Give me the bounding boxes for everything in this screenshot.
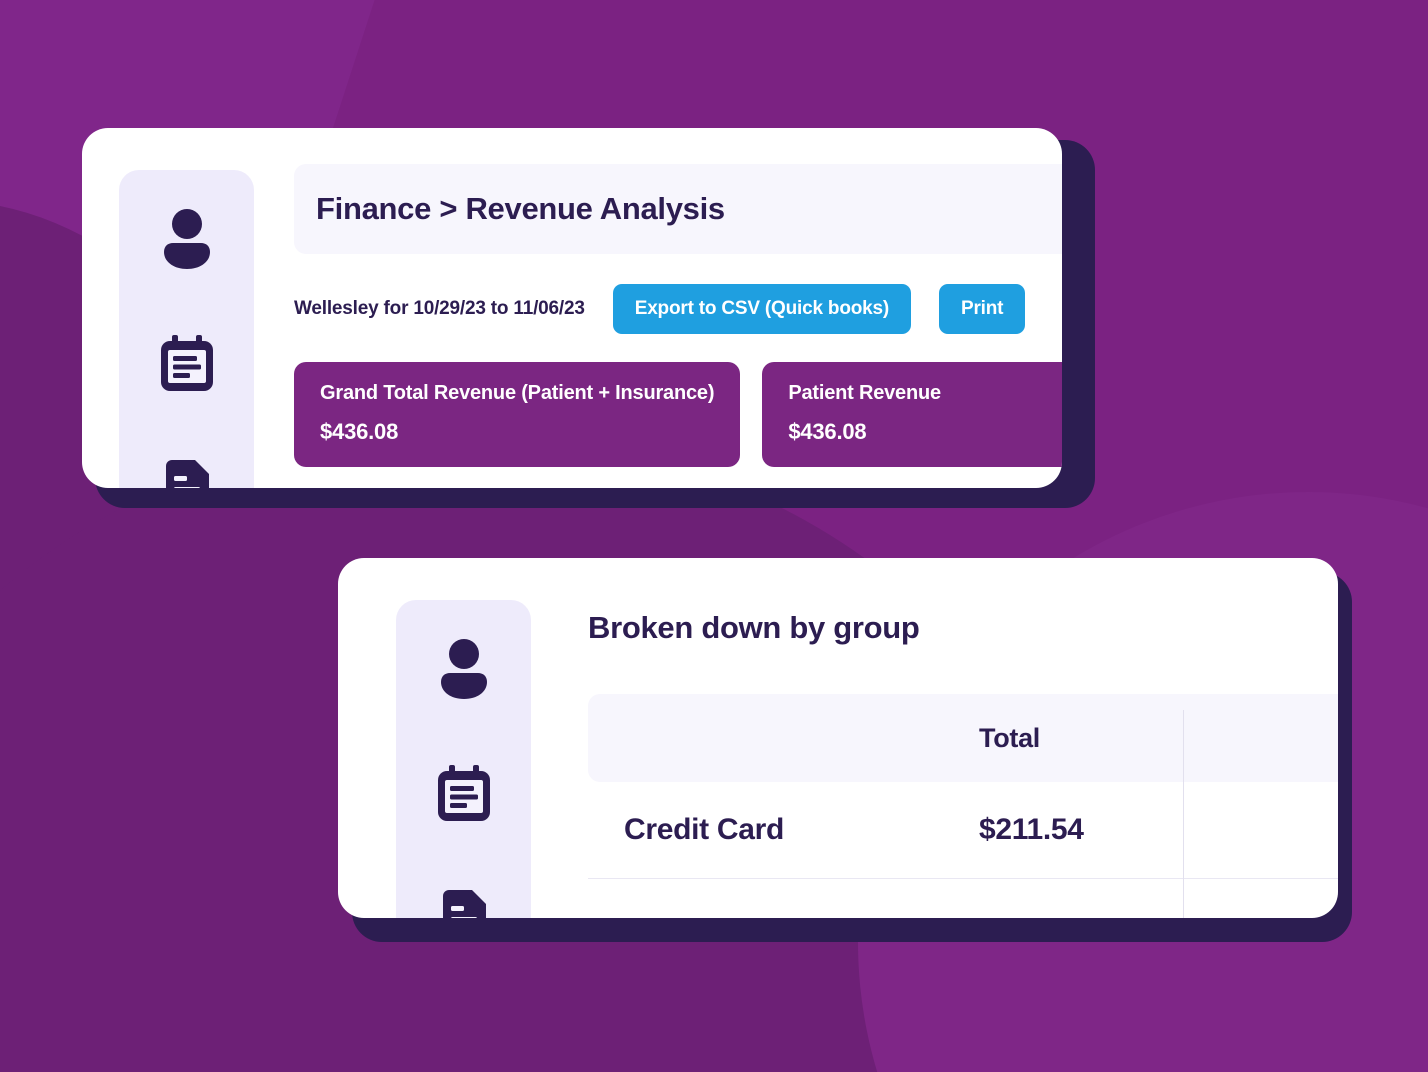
- user-icon[interactable]: [157, 208, 217, 275]
- date-range-label: Wellesley for 10/29/23 to 11/06/23: [294, 298, 585, 319]
- stat-label: Grand Total Revenue (Patient + Insurance…: [320, 382, 715, 404]
- cell-group-total: [943, 878, 1338, 918]
- print-button[interactable]: Print: [939, 284, 1026, 334]
- clipboard-note-icon[interactable]: [157, 333, 217, 400]
- cell-group-name: Credit Card: [588, 782, 943, 879]
- table-column-divider: [1183, 710, 1184, 918]
- stat-card-row: Grand Total Revenue (Patient + Insurance…: [294, 362, 1062, 467]
- signed-document-icon[interactable]: [157, 458, 217, 488]
- column-header-total: Total: [943, 694, 1338, 782]
- page-header: Finance > Revenue Analysis: [294, 164, 1062, 254]
- table-header-row: Total: [588, 694, 1338, 782]
- stat-value: $436.08: [320, 419, 399, 444]
- stat-card-grand-total: Grand Total Revenue (Patient + Insurance…: [294, 362, 741, 467]
- page-title: Finance > Revenue Analysis: [316, 191, 725, 226]
- stat-card-patient-revenue: Patient Revenue $436.08: [762, 362, 1062, 467]
- toolbar: Wellesley for 10/29/23 to 11/06/23 Expor…: [294, 284, 1062, 334]
- finance-card-body: Finance > Revenue Analysis Wellesley for…: [294, 164, 1062, 488]
- finance-card: Finance > Revenue Analysis Wellesley for…: [82, 128, 1062, 488]
- signed-document-icon[interactable]: [434, 888, 494, 918]
- section-title: Broken down by group: [588, 610, 920, 645]
- export-csv-button[interactable]: Export to CSV (Quick books): [612, 284, 912, 334]
- user-icon[interactable]: [434, 638, 494, 705]
- group-breakdown-table: Total Credit Card $211.54: [588, 694, 1338, 918]
- table-row[interactable]: [588, 878, 1338, 918]
- breakdown-card: Broken down by group Total Credit Card $…: [338, 558, 1338, 918]
- breakdown-card-body: Broken down by group Total Credit Card $…: [588, 610, 1338, 918]
- stat-label: Patient Revenue: [788, 382, 941, 404]
- stat-value: $436.08: [788, 419, 867, 444]
- sidebar-rail: [119, 170, 254, 488]
- cell-group-total: $211.54: [943, 782, 1338, 879]
- clipboard-note-icon[interactable]: [434, 763, 494, 830]
- cell-group-name: [588, 878, 943, 918]
- sidebar-rail: [396, 600, 531, 918]
- table-row[interactable]: Credit Card $211.54: [588, 782, 1338, 879]
- column-header-group: [588, 694, 943, 782]
